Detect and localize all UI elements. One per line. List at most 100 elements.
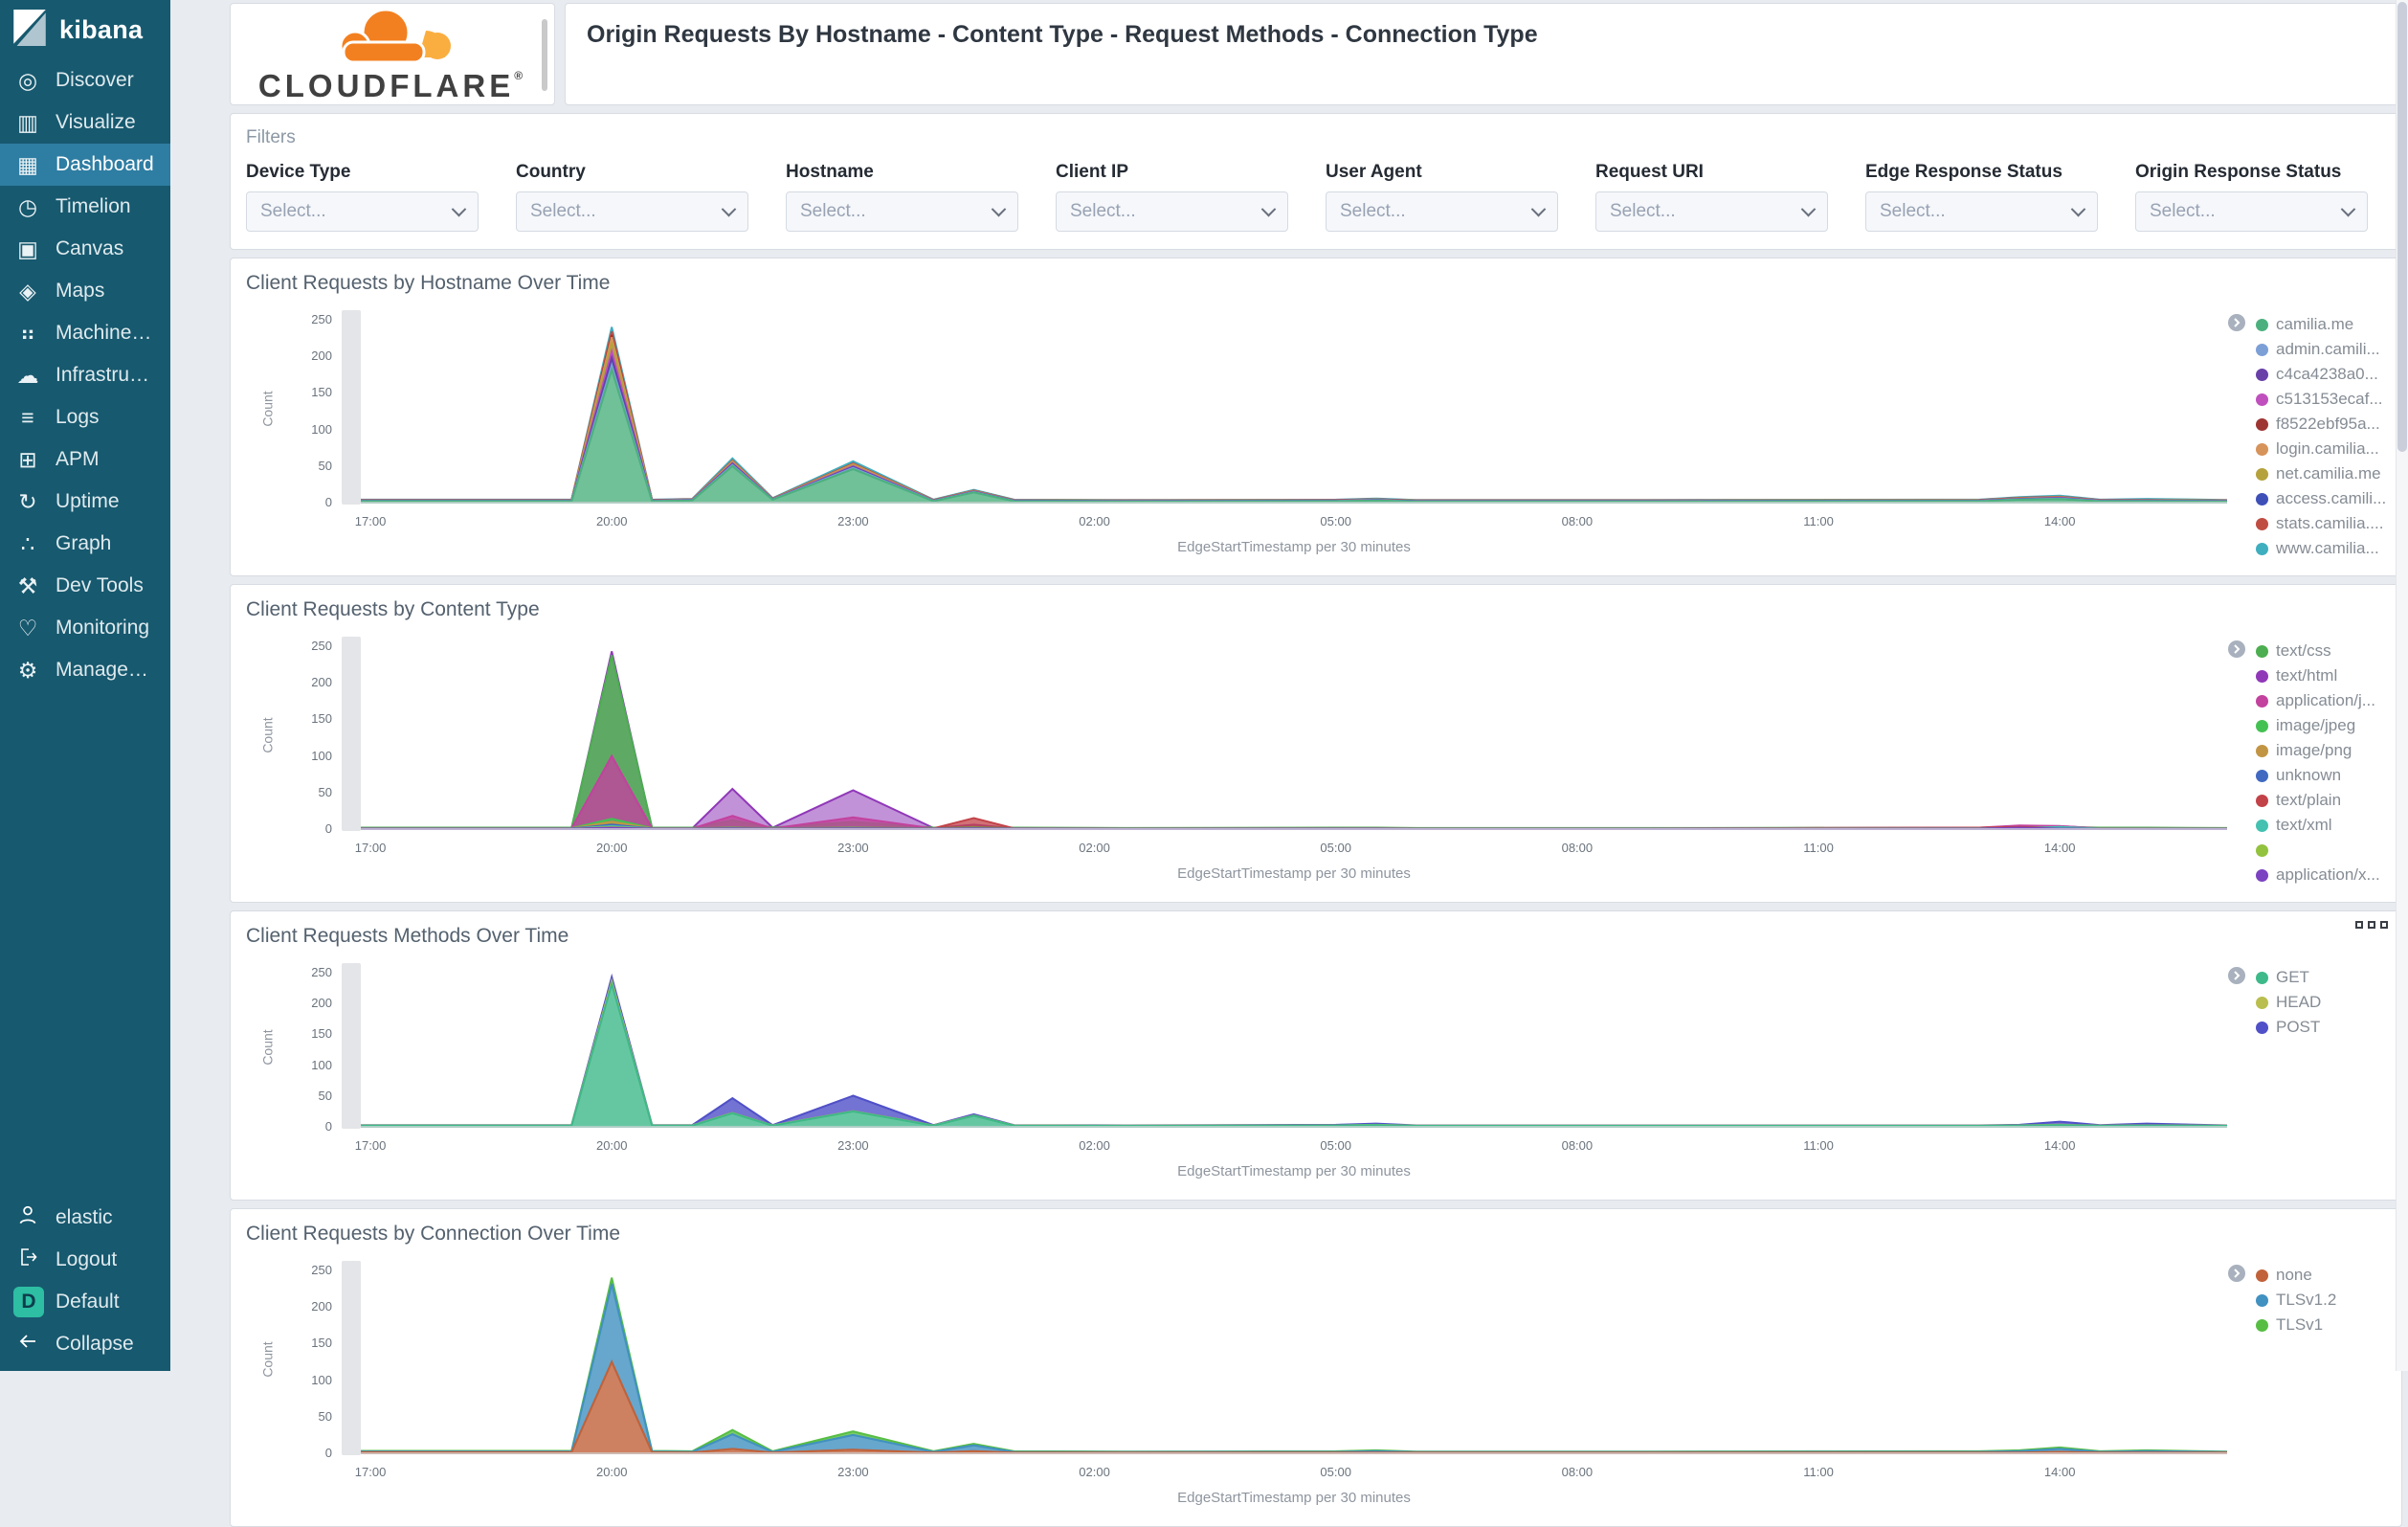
legend-item[interactable]: login.camilia...: [2256, 437, 2388, 461]
legend-item[interactable]: f8522ebf95a...: [2256, 412, 2388, 437]
legend-item[interactable]: text/plain: [2256, 788, 2388, 813]
sidebar-item-visualize[interactable]: ▥ Visualize: [0, 101, 170, 144]
legend-item[interactable]: stats.camilia....: [2256, 511, 2388, 536]
sidebar-item-default[interactable]: D Default: [0, 1281, 170, 1323]
filter-select-user-agent[interactable]: Select...: [1326, 191, 1558, 232]
sidebar-item-label: Default: [56, 1291, 120, 1313]
legend-item[interactable]: image/png: [2256, 738, 2388, 763]
legend-collapse-icon[interactable]: [2227, 313, 2246, 337]
y-tick-label: 50: [318, 458, 332, 473]
sidebar-item-discover[interactable]: ◎ Discover: [0, 59, 170, 101]
y-axis-title: Count: [259, 716, 276, 753]
legend-item[interactable]: TLSv1: [2256, 1313, 2388, 1337]
legend-item[interactable]: c513153ecaf...: [2256, 387, 2388, 412]
y-tick-label: 50: [318, 784, 332, 799]
filter-label: Client IP: [1056, 162, 1129, 182]
sidebar-item-graph[interactable]: ∴ Graph: [0, 523, 170, 565]
filter-group-device-type: Device Type Select...: [246, 162, 479, 232]
legend-item[interactable]: application/j...: [2256, 688, 2388, 713]
filter-label: User Agent: [1326, 162, 1422, 182]
legend-collapse-icon[interactable]: [2227, 966, 2246, 990]
legend-label: application/x...: [2276, 865, 2380, 884]
legend-item[interactable]: www.camilia...: [2256, 536, 2388, 561]
x-tick-label: 11:00: [1803, 1138, 1834, 1153]
chevron-down-icon: [991, 201, 1007, 216]
sidebar-item-infrastructure[interactable]: ☁ Infrastructure: [0, 354, 170, 396]
kibana-brand[interactable]: kibana: [0, 0, 170, 59]
y-axis-title: Count: [259, 1028, 276, 1066]
sidebar-item-maps[interactable]: ◈ Maps: [0, 270, 170, 312]
legend-item[interactable]: TLSv1.2: [2256, 1288, 2388, 1313]
y-tick-label: 100: [311, 1057, 332, 1072]
page-scrollbar-thumb[interactable]: [2397, 2, 2407, 452]
plot-area[interactable]: 17:00 20:00 23:00 02:00 05:00 08:00 11:00 14:00…: [355, 963, 2228, 1190]
sidebar-item-canvas[interactable]: ▣ Canvas: [0, 228, 170, 270]
legend-item[interactable]: net.camilia.me: [2256, 461, 2388, 486]
select-placeholder: Select...: [800, 201, 866, 221]
legend-item[interactable]: camilia.me: [2256, 312, 2388, 337]
legend-item[interactable]: admin.camili...: [2256, 337, 2388, 362]
sidebar-item-logs[interactable]: ≡ Logs: [0, 396, 170, 438]
legend-item[interactable]: [2256, 838, 2388, 863]
y-tick-label: 100: [311, 1372, 332, 1387]
x-tick-label: 08:00: [1561, 514, 1594, 528]
filter-select-edge-response-status[interactable]: Select...: [1865, 191, 2098, 232]
plot-area[interactable]: 17:00 20:00 23:00 02:00 05:00 08:00 11:00 14:00…: [355, 637, 2228, 892]
sidebar-item-apm[interactable]: ⊞ APM: [0, 438, 170, 481]
legend-color-dot: [2256, 368, 2268, 381]
filter-select-hostname[interactable]: Select...: [786, 191, 1018, 232]
sidebar-item-uptime[interactable]: ↻ Uptime: [0, 481, 170, 523]
legend-item[interactable]: none: [2256, 1263, 2388, 1288]
sidebar-item-monitoring[interactable]: ♡ Monitoring: [0, 607, 170, 649]
x-axis-title: EdgeStartTimestamp per 30 minutes: [1177, 865, 1411, 882]
legend-item[interactable]: GET: [2256, 965, 2388, 990]
page-scrollbar-track[interactable]: [2396, 0, 2408, 1371]
plot-area[interactable]: 17:00 20:00 23:00 02:00 05:00 08:00 11:00 14:00…: [355, 310, 2228, 566]
legend-item[interactable]: HEAD: [2256, 990, 2388, 1015]
legend-item[interactable]: text/html: [2256, 663, 2388, 688]
sidebar-item-label: Infrastructure: [56, 364, 157, 386]
legend-item[interactable]: text/css: [2256, 639, 2388, 663]
legend-color-dot: [2256, 492, 2268, 505]
legend-item[interactable]: POST: [2256, 1015, 2388, 1040]
y-tick-label: 50: [318, 1408, 332, 1424]
filter-select-client-ip[interactable]: Select...: [1056, 191, 1288, 232]
sidebar-item-management[interactable]: ⚙ Management: [0, 649, 170, 691]
panel-options-icon[interactable]: [2355, 921, 2388, 929]
filter-select-origin-response-status[interactable]: Select...: [2135, 191, 2368, 232]
x-tick-label: 05:00: [1320, 1465, 1351, 1479]
x-tick-label: 14:00: [2043, 1465, 2076, 1479]
legend-item[interactable]: unknown: [2256, 763, 2388, 788]
filter-select-device-type[interactable]: Select...: [246, 191, 479, 232]
sidebar-item-dev-tools[interactable]: ⚒ Dev Tools: [0, 565, 170, 607]
sidebar-item-logout[interactable]: Logout: [0, 1239, 170, 1281]
legend-item[interactable]: access.camili...: [2256, 486, 2388, 511]
select-placeholder: Select...: [1340, 201, 1406, 221]
legend-item[interactable]: image/jpeg: [2256, 713, 2388, 738]
legend-label: text/html: [2276, 666, 2338, 685]
filter-group-country: Country Select...: [516, 162, 748, 232]
sidebar-item-dashboard[interactable]: ▦ Dashboard: [0, 144, 170, 186]
filter-group-edge-response-status: Edge Response Status Select...: [1865, 162, 2098, 232]
sidebar-item-elastic[interactable]: elastic: [0, 1197, 170, 1239]
filter-select-country[interactable]: Select...: [516, 191, 748, 232]
sidebar-item-timelion[interactable]: ◷ Timelion: [0, 186, 170, 228]
charts-container: Client Requests by Hostname Over Time Cou…: [230, 258, 2402, 1527]
legend-item[interactable]: application/x...: [2256, 863, 2388, 887]
user-icon: [13, 1202, 42, 1233]
legend-item[interactable]: text/xml: [2256, 813, 2388, 838]
x-tick-label: 02:00: [1079, 1465, 1110, 1479]
legend-collapse-icon[interactable]: [2227, 640, 2246, 663]
legend-item[interactable]: c4ca4238a0...: [2256, 362, 2388, 387]
plot-area[interactable]: 17:00 20:00 23:00 02:00 05:00 08:00 11:00 14:00…: [355, 1261, 2228, 1516]
legend-color-dot: [2256, 1293, 2268, 1307]
sidebar-item-collapse[interactable]: Collapse: [0, 1323, 170, 1365]
y-axis-title: Count: [259, 390, 276, 427]
legend-collapse-icon[interactable]: [2227, 1264, 2246, 1288]
sidebar-footer: elastic Logout D Default Collapse: [0, 1197, 170, 1371]
filter-group-user-agent: User Agent Select...: [1326, 162, 1558, 232]
filter-select-request-uri[interactable]: Select...: [1595, 191, 1828, 232]
sidebar-item-machine-le-[interactable]: ⠶ Machine Le...: [0, 312, 170, 354]
legend-color-dot: [2256, 442, 2268, 456]
dashboard-header-row: CLOUDFLARE® Origin Requests By Hostname …: [230, 3, 2402, 105]
